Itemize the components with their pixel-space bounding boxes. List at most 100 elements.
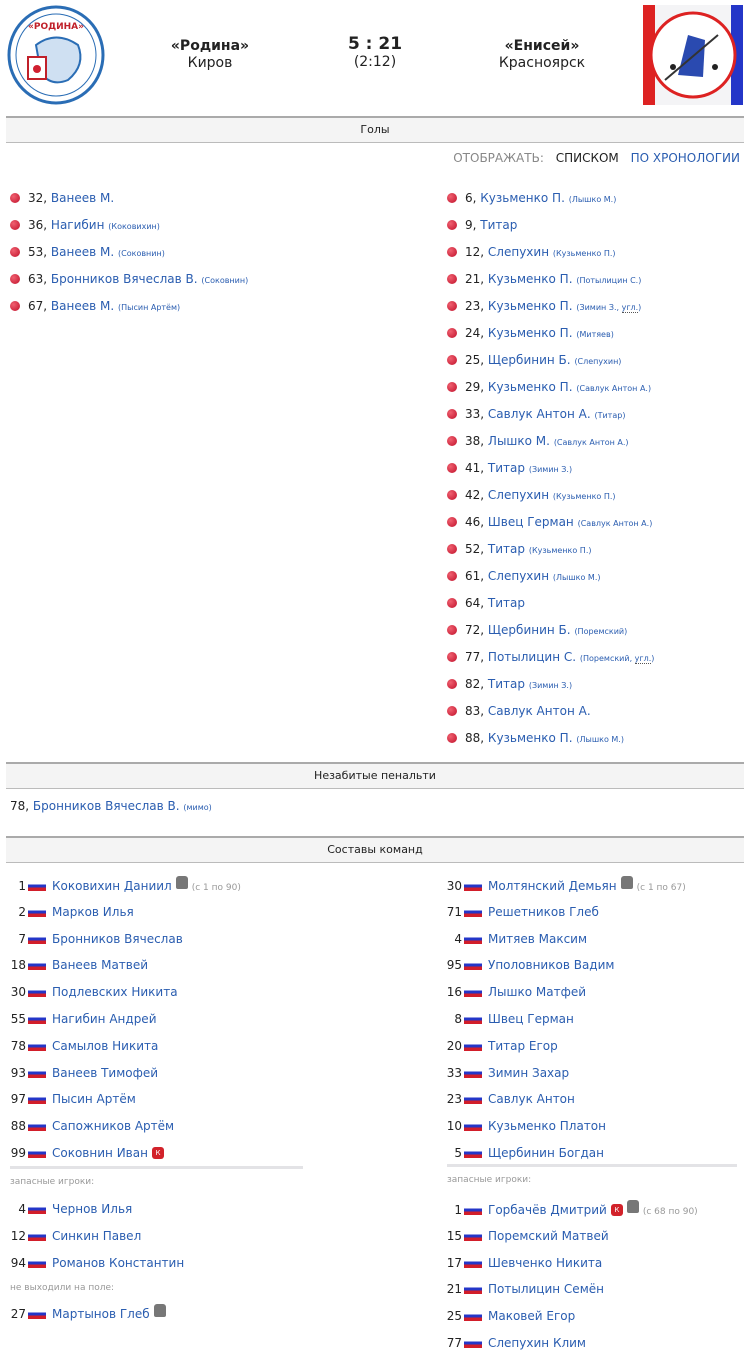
player-name-link[interactable]: Маковей Егор — [488, 1309, 576, 1324]
goal-scorer-link[interactable]: Титар — [487, 461, 526, 475]
player-row: 4 Чернов Илья — [8, 1200, 132, 1218]
goal-scorer-link[interactable]: Щербинин Б. — [487, 353, 571, 367]
player-number: 20 — [446, 1038, 462, 1053]
goal-minute: 53, — [28, 245, 48, 259]
player-number: 71 — [446, 904, 462, 919]
player-name-link[interactable]: Самылов Никита — [52, 1038, 159, 1053]
player-number: 21 — [446, 1282, 462, 1297]
divider — [10, 1166, 303, 1169]
goal-scorer-link[interactable]: Кузьменко П. — [487, 272, 573, 286]
player-name-link[interactable]: Молтянский Демьян — [488, 879, 617, 893]
player-row: 78 Самылов Никита — [8, 1037, 159, 1055]
goal-scorer-link[interactable]: Слепухин — [487, 488, 550, 502]
goal-scorer-link[interactable]: Кузьменко П. — [487, 380, 573, 394]
player-name-link[interactable]: Марков Илья — [52, 904, 134, 919]
russia-flag-icon — [464, 987, 482, 998]
player-name-link[interactable]: Решетников Глеб — [488, 904, 599, 919]
player-name-link[interactable]: Соковнин Иван — [52, 1146, 148, 1160]
goal-item: 82, Титар (Зимин З.) — [447, 675, 572, 693]
goal-assist: (Потылицин С.) — [576, 276, 642, 285]
goal-ball-icon — [447, 409, 457, 419]
goal-scorer-link[interactable]: Титар — [487, 596, 526, 610]
player-name-link[interactable]: Романов Константин — [52, 1255, 185, 1270]
player-name-link[interactable]: Уполовников Вадим — [488, 958, 615, 973]
player-name-link[interactable]: Митяев Максим — [488, 931, 588, 946]
goal-scorer-link[interactable]: Ванеев М. — [50, 245, 115, 259]
player-name-link[interactable]: Щербинин Богдан — [488, 1146, 605, 1160]
player-number: 18 — [10, 958, 26, 973]
goal-scorer-link[interactable]: Титар — [487, 677, 526, 691]
goal-scorer-link[interactable]: Швец Герман — [487, 515, 574, 529]
player-name-link[interactable]: Савлук Антон — [488, 1092, 575, 1107]
goal-minute: 36, — [28, 218, 48, 232]
display-chronology-link[interactable]: ПО ХРОНОЛОГИИ — [630, 151, 740, 165]
player-name-link[interactable]: Кузьменко Платон — [488, 1119, 606, 1134]
player-name-link[interactable]: Нагибин Андрей — [52, 1012, 157, 1026]
goal-scorer-link[interactable]: Савлук Антон А. — [487, 407, 591, 421]
player-name-link[interactable]: Титар Егор — [488, 1038, 558, 1053]
player-name-link[interactable]: Синкин Павел — [52, 1228, 142, 1243]
goal-ball-icon — [447, 679, 457, 689]
player-name-link[interactable]: Слепухин Клим — [488, 1336, 586, 1350]
goal-minute: 25, — [465, 353, 485, 367]
player-name-link[interactable]: Поремский Матвей — [488, 1228, 609, 1243]
russia-flag-icon — [464, 1230, 482, 1241]
goal-scorer-link[interactable]: Нагибин — [50, 218, 105, 232]
russia-flag-icon — [464, 1067, 482, 1078]
goal-scorer-link[interactable]: Ванеев М. — [50, 299, 115, 313]
player-name-link[interactable]: Коковихин Даниил — [52, 879, 172, 893]
player-name-link[interactable]: Подлевских Никита — [52, 985, 178, 1000]
goal-scorer-link[interactable]: Лышко М. — [487, 434, 550, 448]
goal-scorer-link[interactable]: Кузьменко П. — [480, 191, 565, 205]
away-team-name[interactable]: «Енисей» — [504, 38, 580, 54]
display-list-option[interactable]: СПИСКОМ — [555, 151, 619, 165]
goal-minute: 21, — [465, 272, 485, 286]
penalty-player-link[interactable]: Бронников Вячеслав В. — [32, 799, 180, 813]
goal-scorer-link[interactable]: Титар — [480, 218, 518, 232]
goal-scorer-link[interactable]: Потылицин С. — [487, 650, 577, 664]
goal-scorer-link[interactable]: Ванеев М. — [50, 191, 115, 205]
goal-scorer-link[interactable]: Бронников Вячеслав В. — [50, 272, 198, 286]
player-row: 4 Митяев Максим — [444, 930, 587, 948]
home-team-name[interactable]: «Родина» — [170, 38, 250, 54]
player-row: 21 Потылицин Семён — [444, 1280, 604, 1298]
goal-scorer-link[interactable]: Кузьменко П. — [487, 731, 573, 745]
goal-item: 38, Лышко М. (Савлук Антон А.) — [447, 432, 629, 450]
player-name-link[interactable]: Пысин Артём — [52, 1092, 136, 1107]
player-row: 1 Горбачёв Дмитрий К (с 68 по 90) — [444, 1200, 698, 1218]
goal-scorer-link[interactable]: Савлук Антон А. — [487, 704, 591, 718]
player-name-link[interactable]: Зимин Захар — [488, 1065, 570, 1080]
goal-scorer-link[interactable]: Кузьменко П. — [487, 326, 573, 340]
player-name-link[interactable]: Потылицин Семён — [488, 1282, 604, 1297]
player-row: 33 Зимин Захар — [444, 1064, 569, 1082]
goal-assist: (Зимин З., — [576, 303, 622, 312]
goal-scorer-link[interactable]: Кузьменко П. — [487, 299, 573, 313]
player-name-link[interactable]: Ванеев Матвей — [52, 958, 149, 973]
player-name-link[interactable]: Сапожников Артём — [52, 1119, 175, 1134]
player-name-link[interactable]: Горбачёв Дмитрий — [488, 1203, 607, 1217]
player-name-link[interactable]: Ванеев Тимофей — [52, 1065, 159, 1080]
player-name-link[interactable]: Бронников Вячеслав — [52, 931, 183, 946]
russia-flag-icon — [464, 1284, 482, 1295]
substitutes-label: запасные игроки: — [447, 1175, 532, 1185]
home-team[interactable]: «Родина» Киров — [140, 38, 280, 72]
goal-assist: (Лышко М.) — [576, 735, 624, 744]
away-team[interactable]: «Енисей» Красноярск — [472, 38, 612, 72]
goal-scorer-link[interactable]: Слепухин — [487, 245, 550, 259]
player-name-link[interactable]: Швец Герман — [488, 1012, 574, 1026]
russia-flag-icon — [464, 933, 482, 944]
goal-scorer-link[interactable]: Щербинин Б. — [487, 623, 571, 637]
player-row: 15 Поремский Матвей — [444, 1227, 609, 1245]
player-name-link[interactable]: Шевченко Никита — [488, 1255, 603, 1270]
goal-assist: (Зимин З.) — [528, 465, 573, 474]
player-name-link[interactable]: Чернов Илья — [52, 1202, 133, 1216]
player-name-link[interactable]: Мартынов Глеб — [52, 1307, 150, 1321]
goal-scorer-link[interactable]: Слепухин — [487, 569, 550, 583]
russia-flag-icon — [464, 1094, 482, 1105]
goal-scorer-link[interactable]: Титар — [487, 542, 526, 556]
player-number: 8 — [454, 1012, 462, 1026]
goal-minute: 42, — [465, 488, 485, 502]
player-row: 95 Уполовников Вадим — [444, 956, 615, 974]
player-name-link[interactable]: Лышко Матфей — [488, 985, 587, 1000]
player-number: 23 — [446, 1092, 462, 1107]
